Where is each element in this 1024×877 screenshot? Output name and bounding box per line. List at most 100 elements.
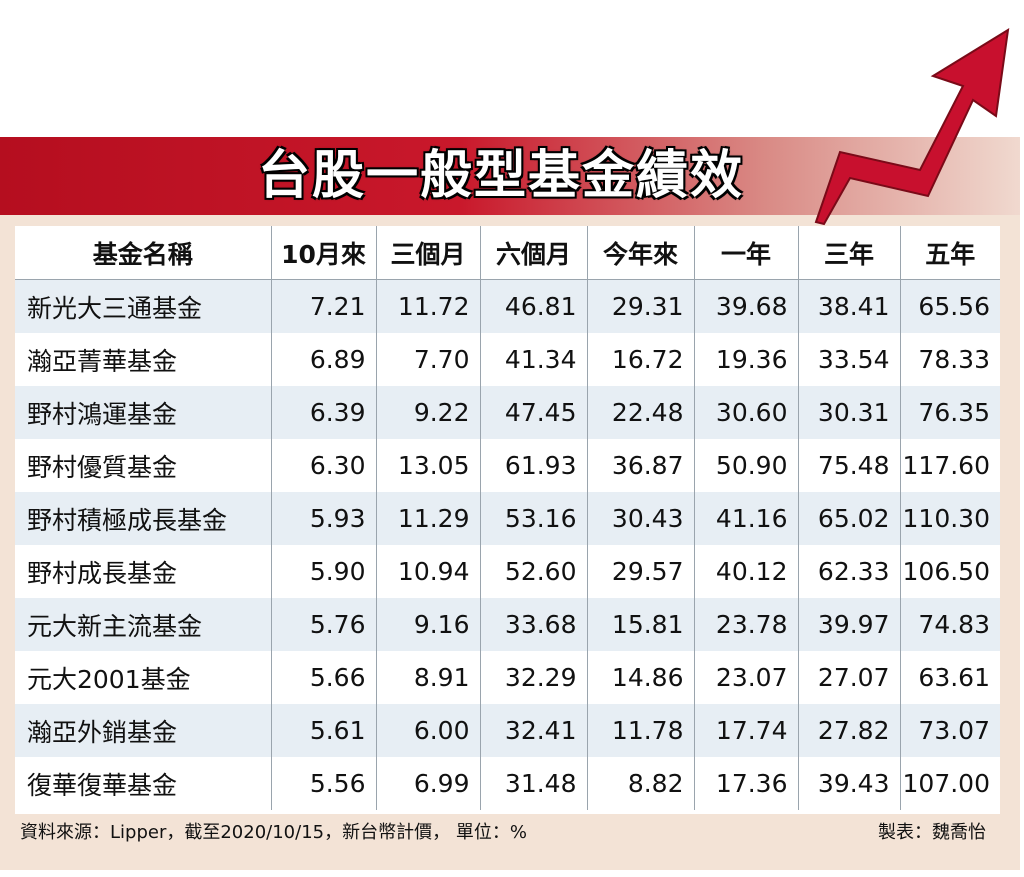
table-row: 元大新主流基金 5.76 9.16 33.68 15.81 23.78 39.97 74.83 bbox=[15, 598, 1000, 651]
page-title: 台股一般型基金績效 bbox=[258, 146, 745, 206]
fund-name-cell: 瀚亞外銷基金 bbox=[15, 704, 272, 757]
value-cell: 23.78 bbox=[694, 598, 799, 651]
value-cell: 27.07 bbox=[798, 651, 901, 704]
value-cell: 46.81 bbox=[480, 279, 588, 333]
value-cell: 78.33 bbox=[918, 345, 990, 374]
value-cell: 5.90 bbox=[271, 545, 377, 598]
value-cell: 39.43 bbox=[798, 757, 901, 810]
value-cell: 29.31 bbox=[587, 279, 695, 333]
value-cell: 106.50 bbox=[902, 557, 990, 586]
value-cell: 29.57 bbox=[587, 545, 695, 598]
fund-performance-table: 基金名稱 10月來 三個月 六個月 今年來 一年 三年 五年 新光大三通基金 7.… bbox=[15, 226, 1000, 810]
table-row: 新光大三通基金 7.21 11.72 46.81 29.31 39.68 38.41 65.5… bbox=[15, 279, 1000, 333]
value-cell: 117.60 bbox=[902, 451, 990, 480]
value-cell: 107.00 bbox=[902, 769, 990, 798]
value-cell: 15.81 bbox=[587, 598, 695, 651]
fund-name-cell: 元大新主流基金 bbox=[15, 598, 272, 651]
value-cell: 6.99 bbox=[376, 757, 481, 810]
table-row: 野村優質基金 6.30 13.05 61.93 36.87 50.90 75.48 117.6… bbox=[15, 439, 1000, 492]
column-header: 今年來 bbox=[587, 226, 695, 280]
column-header: 10月來 bbox=[271, 226, 377, 280]
value-cell: 11.78 bbox=[587, 704, 695, 757]
column-header: 五年 bbox=[900, 226, 1000, 280]
value-cell: 6.30 bbox=[271, 439, 377, 492]
column-header: 三個月 bbox=[376, 226, 481, 280]
value-cell: 17.36 bbox=[694, 757, 799, 810]
value-cell: 22.48 bbox=[587, 386, 695, 439]
value-cell: 75.48 bbox=[798, 439, 901, 492]
value-cell: 61.93 bbox=[480, 439, 588, 492]
value-cell: 32.29 bbox=[480, 651, 588, 704]
value-cell: 7.21 bbox=[271, 279, 377, 333]
value-cell: 9.16 bbox=[376, 598, 481, 651]
value-cell: 65.56 bbox=[900, 279, 1000, 333]
column-header: 基金名稱 bbox=[15, 226, 272, 280]
value-cell: 36.87 bbox=[587, 439, 695, 492]
value-cell: 13.05 bbox=[376, 439, 481, 492]
value-cell: 19.36 bbox=[694, 333, 799, 386]
credit-note: 製表：魏喬怡 bbox=[878, 822, 986, 843]
source-note: 資料來源：Lipper，截至2020/10/15，新台幣計價， 單位：% bbox=[20, 822, 527, 843]
value-cell: 62.33 bbox=[798, 545, 901, 598]
value-cell: 6.39 bbox=[271, 386, 377, 439]
value-cell: 10.94 bbox=[376, 545, 481, 598]
value-cell: 39.97 bbox=[798, 598, 901, 651]
value-cell: 8.82 bbox=[587, 757, 695, 810]
fund-name-cell: 野村鴻運基金 bbox=[15, 386, 272, 439]
value-cell: 30.60 bbox=[694, 386, 799, 439]
table-row: 復華復華基金 5.56 6.99 31.48 8.82 17.36 39.43 107.00 bbox=[15, 757, 1000, 810]
fund-name-cell: 元大2001基金 bbox=[15, 651, 272, 704]
value-cell: 52.60 bbox=[480, 545, 588, 598]
table-row: 瀚亞外銷基金 5.61 6.00 32.41 11.78 17.74 27.82 73.07 bbox=[15, 704, 1000, 757]
value-cell: 65.02 bbox=[798, 492, 901, 545]
value-cell: 110.30 bbox=[900, 492, 1000, 545]
value-cell: 14.86 bbox=[587, 651, 695, 704]
table-row: 元大2001基金 5.66 8.91 32.29 14.86 23.07 27.07 63.6… bbox=[15, 651, 1000, 704]
table-row: 野村鴻運基金 6.39 9.22 47.45 22.48 30.60 30.31 76.35 bbox=[15, 386, 1000, 439]
fund-name-cell: 復華復華基金 bbox=[15, 757, 272, 810]
fund-name-cell: 新光大三通基金 bbox=[15, 279, 272, 333]
fund-name-cell: 野村成長基金 bbox=[15, 545, 272, 598]
value-cell: 33.54 bbox=[798, 333, 901, 386]
value-cell: 11.72 bbox=[376, 279, 481, 333]
column-header: 一年 bbox=[694, 226, 799, 280]
value-cell: 11.29 bbox=[376, 492, 481, 545]
value-cell: 38.41 bbox=[798, 279, 901, 333]
value-cell: 17.74 bbox=[694, 704, 799, 757]
column-header: 六個月 bbox=[480, 226, 588, 280]
value-cell: 31.48 bbox=[480, 757, 588, 810]
fund-name-cell: 野村優質基金 bbox=[15, 439, 272, 492]
table-row: 野村積極成長基金 5.93 11.29 53.16 30.43 41.16 65.02 110… bbox=[15, 492, 1000, 545]
value-cell: 41.34 bbox=[480, 333, 588, 386]
value-cell: 27.82 bbox=[798, 704, 901, 757]
value-cell: 5.93 bbox=[271, 492, 377, 545]
table-row: 野村成長基金 5.90 10.94 52.60 29.57 40.12 62.33 106.5… bbox=[15, 545, 1000, 598]
value-cell: 33.68 bbox=[480, 598, 588, 651]
value-cell: 9.22 bbox=[376, 386, 481, 439]
value-cell: 76.35 bbox=[900, 386, 1000, 439]
value-cell: 74.83 bbox=[900, 598, 1000, 651]
value-cell: 6.00 bbox=[376, 704, 481, 757]
value-cell: 5.76 bbox=[271, 598, 377, 651]
value-cell: 7.70 bbox=[376, 333, 481, 386]
value-cell: 40.12 bbox=[694, 545, 799, 598]
value-cell: 63.61 bbox=[918, 663, 990, 692]
fund-name-cell: 瀚亞菁華基金 bbox=[15, 333, 272, 386]
value-cell: 50.90 bbox=[694, 439, 799, 492]
value-cell: 41.16 bbox=[694, 492, 799, 545]
fund-name-cell: 野村積極成長基金 bbox=[15, 492, 272, 545]
table-header-row: 基金名稱 10月來 三個月 六個月 今年來 一年 三年 五年 bbox=[15, 226, 1000, 280]
value-cell: 47.45 bbox=[480, 386, 588, 439]
value-cell: 6.89 bbox=[271, 333, 377, 386]
value-cell: 30.31 bbox=[798, 386, 901, 439]
value-cell: 5.66 bbox=[271, 651, 377, 704]
value-cell: 30.43 bbox=[587, 492, 695, 545]
value-cell: 5.61 bbox=[271, 704, 377, 757]
value-cell: 8.91 bbox=[376, 651, 481, 704]
table-row: 瀚亞菁華基金 6.89 7.70 41.34 16.72 19.36 33.54 78.33 bbox=[15, 333, 1000, 386]
value-cell: 32.41 bbox=[480, 704, 588, 757]
column-header: 三年 bbox=[798, 226, 901, 280]
value-cell: 16.72 bbox=[587, 333, 695, 386]
value-cell: 73.07 bbox=[900, 704, 1000, 757]
value-cell: 53.16 bbox=[480, 492, 588, 545]
